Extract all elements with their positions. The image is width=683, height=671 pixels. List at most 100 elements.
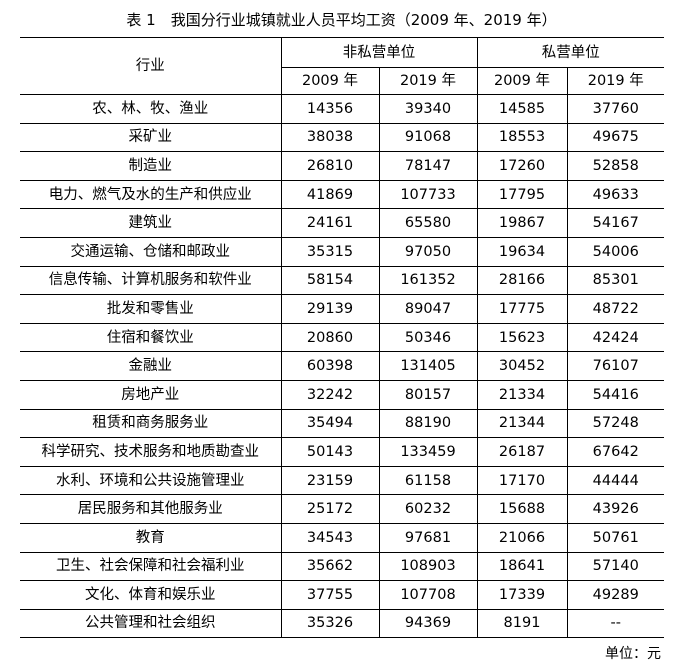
nonprivate-2019-cell: 94369 (379, 608, 478, 638)
nonprivate-2019-cell: 50346 (379, 322, 478, 352)
industry-cell: 文化、体育和娱乐业 (20, 580, 282, 610)
table-body: 农、林、牧、渔业 14356 39340 14585 37760 采矿业 38038 9106… (20, 94, 664, 638)
private-2019-cell: -- (567, 608, 664, 638)
private-2019-cell: 49675 (567, 122, 664, 152)
nonprivate-2009-cell: 14356 (281, 94, 380, 124)
table-row: 租赁和商务服务业 35494 88190 21344 57248 (20, 408, 664, 438)
header-year: 2019 年 (379, 67, 478, 95)
private-2009-cell: 26187 (477, 437, 568, 467)
private-2019-cell: 52858 (567, 151, 664, 181)
private-2009-cell: 21066 (477, 522, 568, 552)
private-2019-cell: 44444 (567, 465, 664, 495)
private-2019-cell: 42424 (567, 322, 664, 352)
private-2009-cell: 8191 (477, 608, 568, 638)
nonprivate-2009-cell: 38038 (281, 122, 380, 152)
private-2019-cell: 76107 (567, 351, 664, 381)
private-2009-cell: 30452 (477, 351, 568, 381)
industry-cell: 农、林、牧、渔业 (20, 94, 282, 124)
table-row: 住宿和餐饮业 20860 50346 15623 42424 (20, 322, 664, 352)
table-row: 信息传输、计算机服务和软件业 58154 161352 28166 85301 (20, 265, 664, 295)
header-private: 私营单位 (541, 44, 600, 61)
nonprivate-2019-cell: 88190 (379, 408, 478, 438)
private-2019-cell: 54416 (567, 379, 664, 410)
nonprivate-2019-cell: 80157 (379, 379, 478, 410)
private-2009-cell: 21344 (477, 408, 568, 438)
nonprivate-2019-cell: 97050 (379, 236, 478, 267)
table-row: 建筑业 24161 65580 19867 54167 (20, 208, 664, 238)
nonprivate-2009-cell: 32242 (281, 379, 380, 410)
nonprivate-2019-cell: 107708 (379, 580, 478, 610)
table-row: 金融业 60398 131405 30452 76107 (20, 351, 664, 381)
nonprivate-2009-cell: 35326 (281, 608, 380, 638)
industry-cell: 金融业 (20, 351, 282, 381)
private-2009-cell: 17260 (477, 151, 568, 181)
nonprivate-2019-cell: 97681 (379, 522, 478, 552)
table-row: 批发和零售业 29139 89047 17775 48722 (20, 294, 664, 324)
nonprivate-2019-cell: 61158 (379, 465, 478, 495)
table-row: 公共管理和社会组织 35326 94369 8191 -- (20, 608, 664, 638)
table-header: 行业 非私营单位 私营单位 2009 年 2019 年 2009 年 2019 … (20, 37, 664, 95)
table-row: 卫生、社会保障和社会福利业 35662 108903 18641 57140 (20, 551, 664, 581)
table-row: 农、林、牧、渔业 14356 39340 14585 37760 (20, 94, 664, 124)
private-2009-cell: 19867 (477, 208, 568, 238)
private-2019-cell: 43926 (567, 494, 664, 524)
industry-cell: 采矿业 (20, 122, 282, 152)
industry-cell: 制造业 (20, 151, 282, 181)
industry-cell: 住宿和餐饮业 (20, 322, 282, 352)
nonprivate-2019-cell: 60232 (379, 494, 478, 524)
industry-cell: 批发和零售业 (20, 294, 282, 324)
header-nonprivate: 非私营单位 (281, 37, 478, 68)
nonprivate-2019-cell: 108903 (379, 551, 478, 581)
industry-cell: 建筑业 (20, 208, 282, 238)
header-year: 2009 年 (477, 67, 568, 95)
private-2009-cell: 17775 (477, 294, 568, 324)
industry-cell: 科学研究、技术服务和地质勘查业 (20, 437, 282, 467)
table-row: 交通运输、仓储和邮政业 35315 97050 19634 54006 (20, 236, 664, 267)
private-2009-cell: 18553 (477, 122, 568, 152)
private-2009-cell: 19634 (477, 236, 568, 267)
private-2009-cell: 18641 (477, 551, 568, 581)
industry-cell: 水利、环境和公共设施管理业 (20, 465, 282, 495)
private-2009-cell: 15688 (477, 494, 568, 524)
nonprivate-2019-cell: 39340 (379, 94, 478, 124)
wage-table: 行业 非私营单位 私营单位 2009 年 2019 年 2009 年 2019 … (20, 37, 664, 639)
nonprivate-2009-cell: 58154 (281, 265, 380, 295)
table-row: 采矿业 38038 91068 18553 49675 (20, 122, 664, 152)
private-2019-cell: 37760 (567, 94, 664, 124)
table-row: 居民服务和其他服务业 25172 60232 15688 43926 (20, 494, 664, 524)
nonprivate-2019-cell: 133459 (379, 437, 478, 467)
table-title: 表 1 我国分行业城镇就业人员平均工资（2009 年、2019 年） (126, 11, 557, 29)
industry-cell: 居民服务和其他服务业 (20, 494, 282, 524)
industry-cell: 教育 (20, 522, 282, 552)
private-2019-cell: 54006 (567, 236, 664, 267)
nonprivate-2019-cell: 89047 (379, 294, 478, 324)
nonprivate-2019-cell: 131405 (379, 351, 478, 381)
header-year: 2009 年 (281, 67, 380, 95)
industry-cell: 租赁和商务服务业 (20, 408, 282, 438)
industry-cell: 房地产业 (20, 379, 282, 410)
industry-cell: 信息传输、计算机服务和软件业 (20, 265, 282, 295)
table-row: 房地产业 32242 80157 21334 54416 (20, 379, 664, 410)
private-2009-cell: 17795 (477, 179, 568, 209)
nonprivate-2019-cell: 91068 (379, 122, 478, 152)
private-2019-cell: 49289 (567, 580, 664, 610)
industry-cell: 电力、燃气及水的生产和供应业 (20, 179, 282, 209)
private-2009-cell: 14585 (477, 94, 568, 124)
nonprivate-2009-cell: 35494 (281, 408, 380, 438)
nonprivate-2009-cell: 41869 (281, 179, 380, 209)
table-row: 文化、体育和娱乐业 37755 107708 17339 49289 (20, 580, 664, 610)
private-2019-cell: 85301 (567, 265, 664, 295)
nonprivate-2019-cell: 78147 (379, 151, 478, 181)
table-row: 水利、环境和公共设施管理业 23159 61158 17170 44444 (20, 465, 664, 495)
private-2009-cell: 21334 (477, 379, 568, 410)
table-row: 制造业 26810 78147 17260 52858 (20, 151, 664, 181)
nonprivate-2009-cell: 25172 (281, 494, 380, 524)
header-industry: 行业 (20, 37, 282, 95)
nonprivate-2019-cell: 161352 (379, 265, 478, 295)
nonprivate-2009-cell: 37755 (281, 580, 380, 610)
nonprivate-2009-cell: 34543 (281, 522, 380, 552)
nonprivate-2009-cell: 26810 (281, 151, 380, 181)
private-2019-cell: 54167 (567, 208, 664, 238)
nonprivate-2019-cell: 107733 (379, 179, 478, 209)
